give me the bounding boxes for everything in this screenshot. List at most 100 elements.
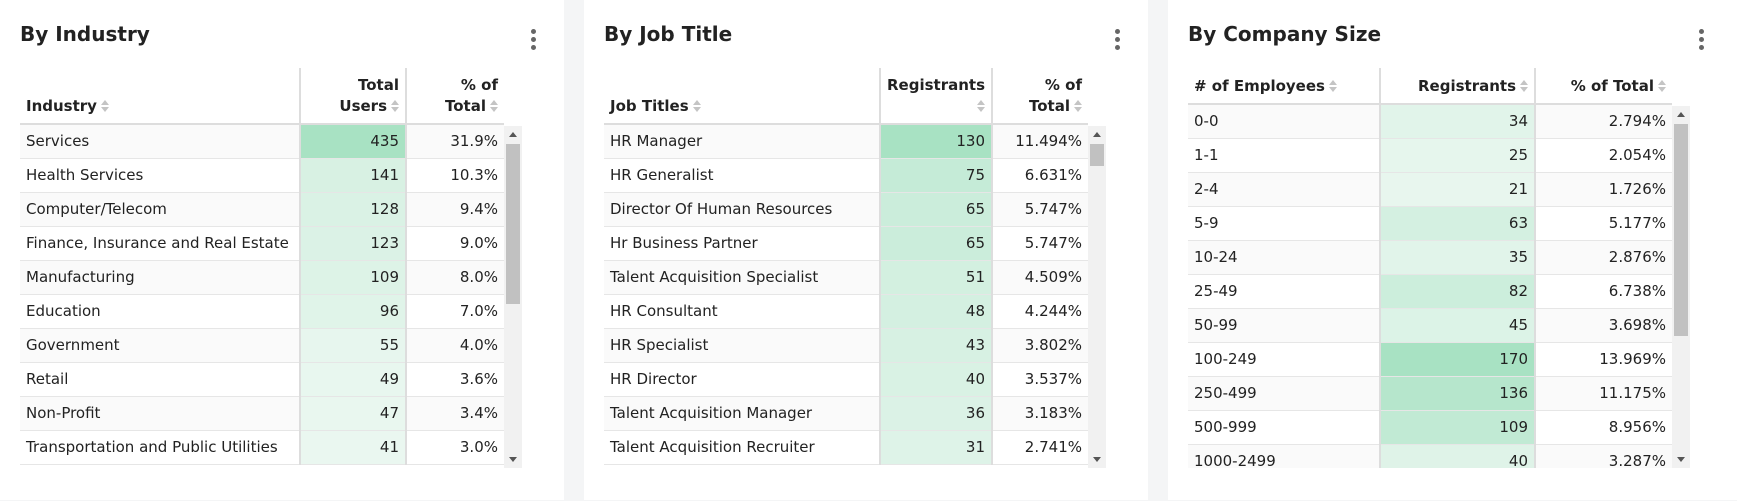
table-row[interactable]: Computer/Telecom 128 9.4%	[20, 192, 504, 227]
sort-icon[interactable]	[1074, 100, 1082, 112]
row-value: 109	[1380, 410, 1536, 445]
vertical-scrollbar[interactable]	[1672, 106, 1690, 468]
row-value: 170	[1380, 342, 1536, 377]
table-row[interactable]: Hr Business Partner 65 5.747%	[604, 226, 1088, 261]
table-row[interactable]: Talent Acquisition Manager 36 3.183%	[604, 396, 1088, 431]
row-percent: 9.0%	[406, 226, 504, 261]
sort-icon[interactable]	[977, 100, 985, 112]
table-row[interactable]: Talent Acquisition Specialist 51 4.509%	[604, 260, 1088, 295]
job-title-panel: By Job Title Job Titles Registrants % of…	[584, 0, 1148, 500]
table-row[interactable]: Retail 49 3.6%	[20, 362, 504, 397]
table-row[interactable]: Director Of Human Resources 65 5.747%	[604, 192, 1088, 227]
table-row[interactable]: Services 435 31.9%	[20, 124, 504, 159]
table-row[interactable]: Manufacturing 109 8.0%	[20, 260, 504, 295]
table-row[interactable]: 25-49 82 6.738%	[1188, 274, 1672, 309]
row-value: 48	[880, 294, 993, 329]
table-row[interactable]: 1000-2499 40 3.287%	[1188, 444, 1672, 468]
row-value: 45	[1380, 308, 1536, 343]
row-label: Hr Business Partner	[604, 226, 881, 261]
row-value: 109	[300, 260, 407, 295]
row-label: Talent Acquisition Specialist	[604, 260, 881, 295]
kebab-menu-icon[interactable]	[524, 26, 544, 54]
table-row[interactable]: 0-0 34 2.794%	[1188, 104, 1672, 139]
table-row[interactable]: HR Specialist 43 3.802%	[604, 328, 1088, 363]
row-percent: 4.509%	[992, 260, 1088, 295]
row-percent: 5.747%	[992, 226, 1088, 261]
table-row[interactable]: 2-4 21 1.726%	[1188, 172, 1672, 207]
row-percent: 4.0%	[406, 328, 504, 363]
table-row[interactable]: 10-24 35 2.876%	[1188, 240, 1672, 275]
row-label: Talent Acquisition Recruiter	[604, 430, 881, 465]
scrollbar-thumb[interactable]	[506, 144, 520, 304]
table-row[interactable]: Finance, Insurance and Real Estate 123 9.0…	[20, 226, 504, 261]
row-value: 75	[880, 158, 993, 193]
column-header-pct-total[interactable]: % of Total	[992, 68, 1088, 125]
scrollbar-thumb[interactable]	[1674, 124, 1688, 336]
column-header-employees[interactable]: # of Employees	[1188, 68, 1381, 105]
table-row[interactable]: 500-999 109 8.956%	[1188, 410, 1672, 445]
table-row[interactable]: 100-249 170 13.969%	[1188, 342, 1672, 377]
arrow-up-icon[interactable]	[1093, 132, 1101, 137]
row-value: 55	[300, 328, 407, 363]
kebab-menu-icon[interactable]	[1108, 26, 1128, 54]
sort-icon[interactable]	[1328, 80, 1337, 92]
sort-icon[interactable]	[391, 100, 399, 112]
sort-icon[interactable]	[692, 100, 701, 112]
column-header-total-users[interactable]: Total Users	[300, 68, 407, 125]
table-row[interactable]: Transportation and Public Utilities 41 3.0…	[20, 430, 504, 465]
row-label: 2-4	[1188, 172, 1381, 207]
table-row[interactable]: Non-Profit 47 3.4%	[20, 396, 504, 431]
row-percent: 6.738%	[1535, 274, 1672, 309]
row-label: 10-24	[1188, 240, 1381, 275]
column-header-pct-total[interactable]: % of Total	[406, 68, 504, 125]
row-percent: 13.969%	[1535, 342, 1672, 377]
row-label: 1000-2499	[1188, 444, 1381, 468]
arrow-down-icon[interactable]	[509, 457, 517, 462]
row-label: 250-499	[1188, 376, 1381, 411]
table-row[interactable]: 5-9 63 5.177%	[1188, 206, 1672, 241]
row-value: 128	[300, 192, 407, 227]
table-row[interactable]: HR Manager 130 11.494%	[604, 124, 1088, 159]
vertical-scrollbar[interactable]	[504, 126, 522, 468]
row-label: 500-999	[1188, 410, 1381, 445]
column-header-job-titles[interactable]: Job Titles	[604, 68, 881, 125]
panel-title: By Industry	[20, 22, 150, 46]
row-percent: 1.726%	[1535, 172, 1672, 207]
table-row[interactable]: 250-499 136 11.175%	[1188, 376, 1672, 411]
column-header-registrants[interactable]: Registrants	[880, 68, 993, 125]
row-percent: 5.177%	[1535, 206, 1672, 241]
row-label: Education	[20, 294, 301, 329]
arrow-up-icon[interactable]	[509, 132, 517, 137]
industry-panel: By Industry Industry Total Users % of Tota…	[0, 0, 564, 500]
column-header-industry[interactable]: Industry	[20, 68, 301, 125]
table-row[interactable]: Government 55 4.0%	[20, 328, 504, 363]
row-percent: 2.794%	[1535, 104, 1672, 139]
sort-icon[interactable]	[100, 100, 109, 112]
row-label: HR Director	[604, 362, 881, 397]
row-percent: 5.747%	[992, 192, 1088, 227]
row-value: 40	[1380, 444, 1536, 468]
table-row[interactable]: Health Services 141 10.3%	[20, 158, 504, 193]
table-row[interactable]: HR Consultant 48 4.244%	[604, 294, 1088, 329]
table-row[interactable]: Education 96 7.0%	[20, 294, 504, 329]
table-row[interactable]: Talent Acquisition Recruiter 31 2.741%	[604, 430, 1088, 465]
row-value: 21	[1380, 172, 1536, 207]
arrow-down-icon[interactable]	[1677, 457, 1685, 462]
table-row[interactable]: 1-1 25 2.054%	[1188, 138, 1672, 173]
arrow-down-icon[interactable]	[1093, 457, 1101, 462]
row-value: 25	[1380, 138, 1536, 173]
sort-icon[interactable]	[1658, 80, 1666, 92]
table-row[interactable]: HR Generalist 75 6.631%	[604, 158, 1088, 193]
row-label: 25-49	[1188, 274, 1381, 309]
table-row[interactable]: HR Director 40 3.537%	[604, 362, 1088, 397]
column-header-registrants[interactable]: Registrants	[1380, 68, 1536, 105]
sort-icon[interactable]	[490, 100, 498, 112]
table-row[interactable]: 50-99 45 3.698%	[1188, 308, 1672, 343]
sort-icon[interactable]	[1520, 80, 1528, 92]
vertical-scrollbar[interactable]	[1088, 126, 1106, 468]
kebab-menu-icon[interactable]	[1692, 26, 1712, 54]
arrow-up-icon[interactable]	[1677, 112, 1685, 117]
scrollbar-thumb[interactable]	[1090, 144, 1104, 166]
industry-table: Industry Total Users % of Total Services 43…	[20, 68, 524, 468]
column-header-pct-total[interactable]: % of Total	[1535, 68, 1672, 105]
